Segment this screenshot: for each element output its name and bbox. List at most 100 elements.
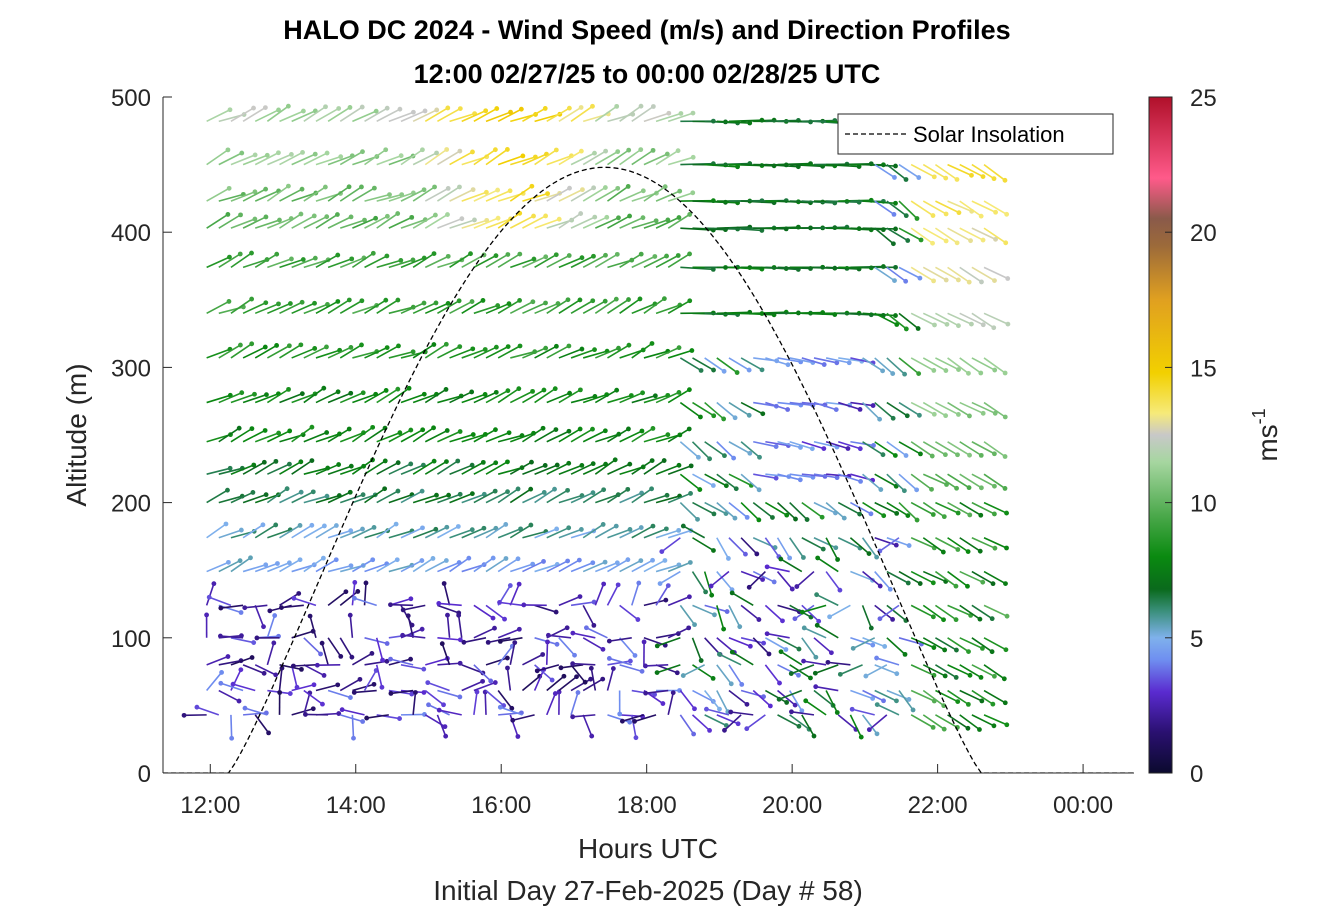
wind-barb-shaft [570, 348, 595, 359]
wind-barb-shaft [898, 312, 919, 330]
wind-barb-head [577, 594, 583, 600]
wind-barb-head [930, 724, 936, 730]
wind-barb-shaft [752, 570, 775, 583]
wind-barb-shaft [802, 604, 827, 613]
wind-barb-shaft [339, 493, 364, 504]
wind-barb-shaft [497, 466, 523, 475]
wind-barb-head [206, 594, 212, 600]
wind-barb-shaft [449, 253, 471, 269]
wind-barb-shaft [862, 227, 896, 230]
wind-barb-shaft [510, 156, 536, 166]
wind-barb-shaft [704, 163, 738, 168]
wind-barb-shaft [376, 193, 402, 202]
wind-barb-shaft [607, 394, 632, 404]
wind-barb-shaft [827, 661, 851, 666]
wind-barb-head [614, 560, 620, 566]
wind-barb-head [312, 255, 318, 261]
wind-barb-shaft [400, 257, 425, 269]
wind-barb-shaft [691, 714, 711, 731]
wind-barb-shaft [862, 473, 882, 491]
wind-barb-head [955, 510, 961, 516]
wind-barb-shaft [704, 357, 725, 372]
wind-barb-head [335, 252, 341, 258]
wind-barb-shaft [364, 299, 387, 315]
wind-barb-head [338, 654, 344, 659]
wind-barb-head [515, 734, 521, 739]
wind-barb-shaft [622, 714, 645, 722]
wind-barb-head [890, 617, 896, 622]
wind-barb-head [877, 616, 883, 622]
y-axis-label: Altitude (m) [61, 363, 92, 506]
wind-barb-head [814, 622, 820, 628]
wind-barb-shaft [657, 637, 681, 647]
wind-barb-head [588, 665, 594, 671]
wind-barb-head [541, 387, 547, 393]
wind-barb-shaft [364, 107, 388, 123]
wind-barb-shaft [218, 391, 243, 404]
wind-barb-shaft [667, 213, 691, 229]
wind-barb-head [405, 613, 411, 619]
wind-barb-head [504, 147, 510, 152]
wind-barb-shaft [206, 256, 230, 269]
wind-barb-shaft [679, 441, 699, 458]
wind-barb-shaft [267, 430, 291, 443]
wind-barb-head [312, 300, 317, 306]
wind-barb-shaft [728, 266, 762, 270]
wind-barb-head [355, 589, 361, 594]
wind-barb-head [382, 458, 388, 464]
wind-barb-head [627, 658, 633, 664]
wind-barb-shaft [281, 604, 304, 609]
wind-barb-head [969, 172, 974, 178]
wind-barb-shaft [947, 401, 970, 417]
wind-barb-shaft [886, 357, 906, 375]
wind-barb-shaft [354, 597, 377, 607]
wind-barb-head [638, 558, 644, 564]
wind-barb-head [979, 279, 984, 285]
wind-barb-shaft [959, 163, 984, 178]
wind-barb-shaft [473, 391, 497, 404]
wind-barb-shaft [898, 163, 920, 179]
wind-barb-shaft [619, 349, 644, 359]
wind-barb-head [360, 149, 365, 155]
wind-barb-head [930, 580, 936, 586]
wind-barb-head [577, 297, 583, 303]
wind-barb-shaft [710, 570, 730, 587]
wind-barb-shaft [351, 187, 375, 202]
wind-barb-head [457, 660, 463, 666]
wind-barb-head [626, 297, 631, 302]
wind-barb-head [931, 645, 937, 650]
wind-barb-shaft [230, 218, 256, 229]
wind-barb-shaft [570, 300, 594, 315]
wind-barb-shaft [947, 473, 970, 489]
wind-barb-shaft [279, 258, 304, 269]
wind-barb-shaft [352, 217, 376, 229]
wind-barb-head [662, 558, 668, 563]
wind-barb-shaft [364, 427, 386, 443]
wind-barb-head [504, 655, 510, 661]
wind-barb-head [638, 525, 644, 530]
wind-barb-shaft [852, 637, 876, 650]
wind-barb-head [690, 154, 696, 160]
wind-barb-head [529, 183, 535, 189]
wind-barb-head [242, 605, 248, 611]
wind-barb-head [553, 147, 559, 153]
wind-barb-head [298, 211, 304, 217]
wind-barb-shaft [667, 112, 694, 123]
wind-barb-shaft [971, 537, 996, 549]
wind-barb-shaft [983, 163, 1006, 181]
wind-barb-head [432, 184, 437, 190]
wind-barb-shaft [291, 491, 314, 504]
wind-barb-shaft [500, 637, 523, 643]
wind-barb-shaft [825, 501, 845, 519]
wind-barb-shaft [509, 461, 532, 475]
wind-barb-head [746, 367, 752, 373]
wind-barb-head [276, 430, 282, 436]
wind-barb-shaft [874, 401, 894, 419]
wind-barb-shaft [661, 537, 681, 553]
wind-barb-head [249, 250, 254, 256]
wind-barb-head [481, 525, 487, 531]
wind-barb-head [882, 644, 888, 649]
wind-barb-shaft [230, 427, 253, 443]
wind-barb-shaft [497, 645, 513, 666]
wind-barb-head [698, 658, 704, 663]
